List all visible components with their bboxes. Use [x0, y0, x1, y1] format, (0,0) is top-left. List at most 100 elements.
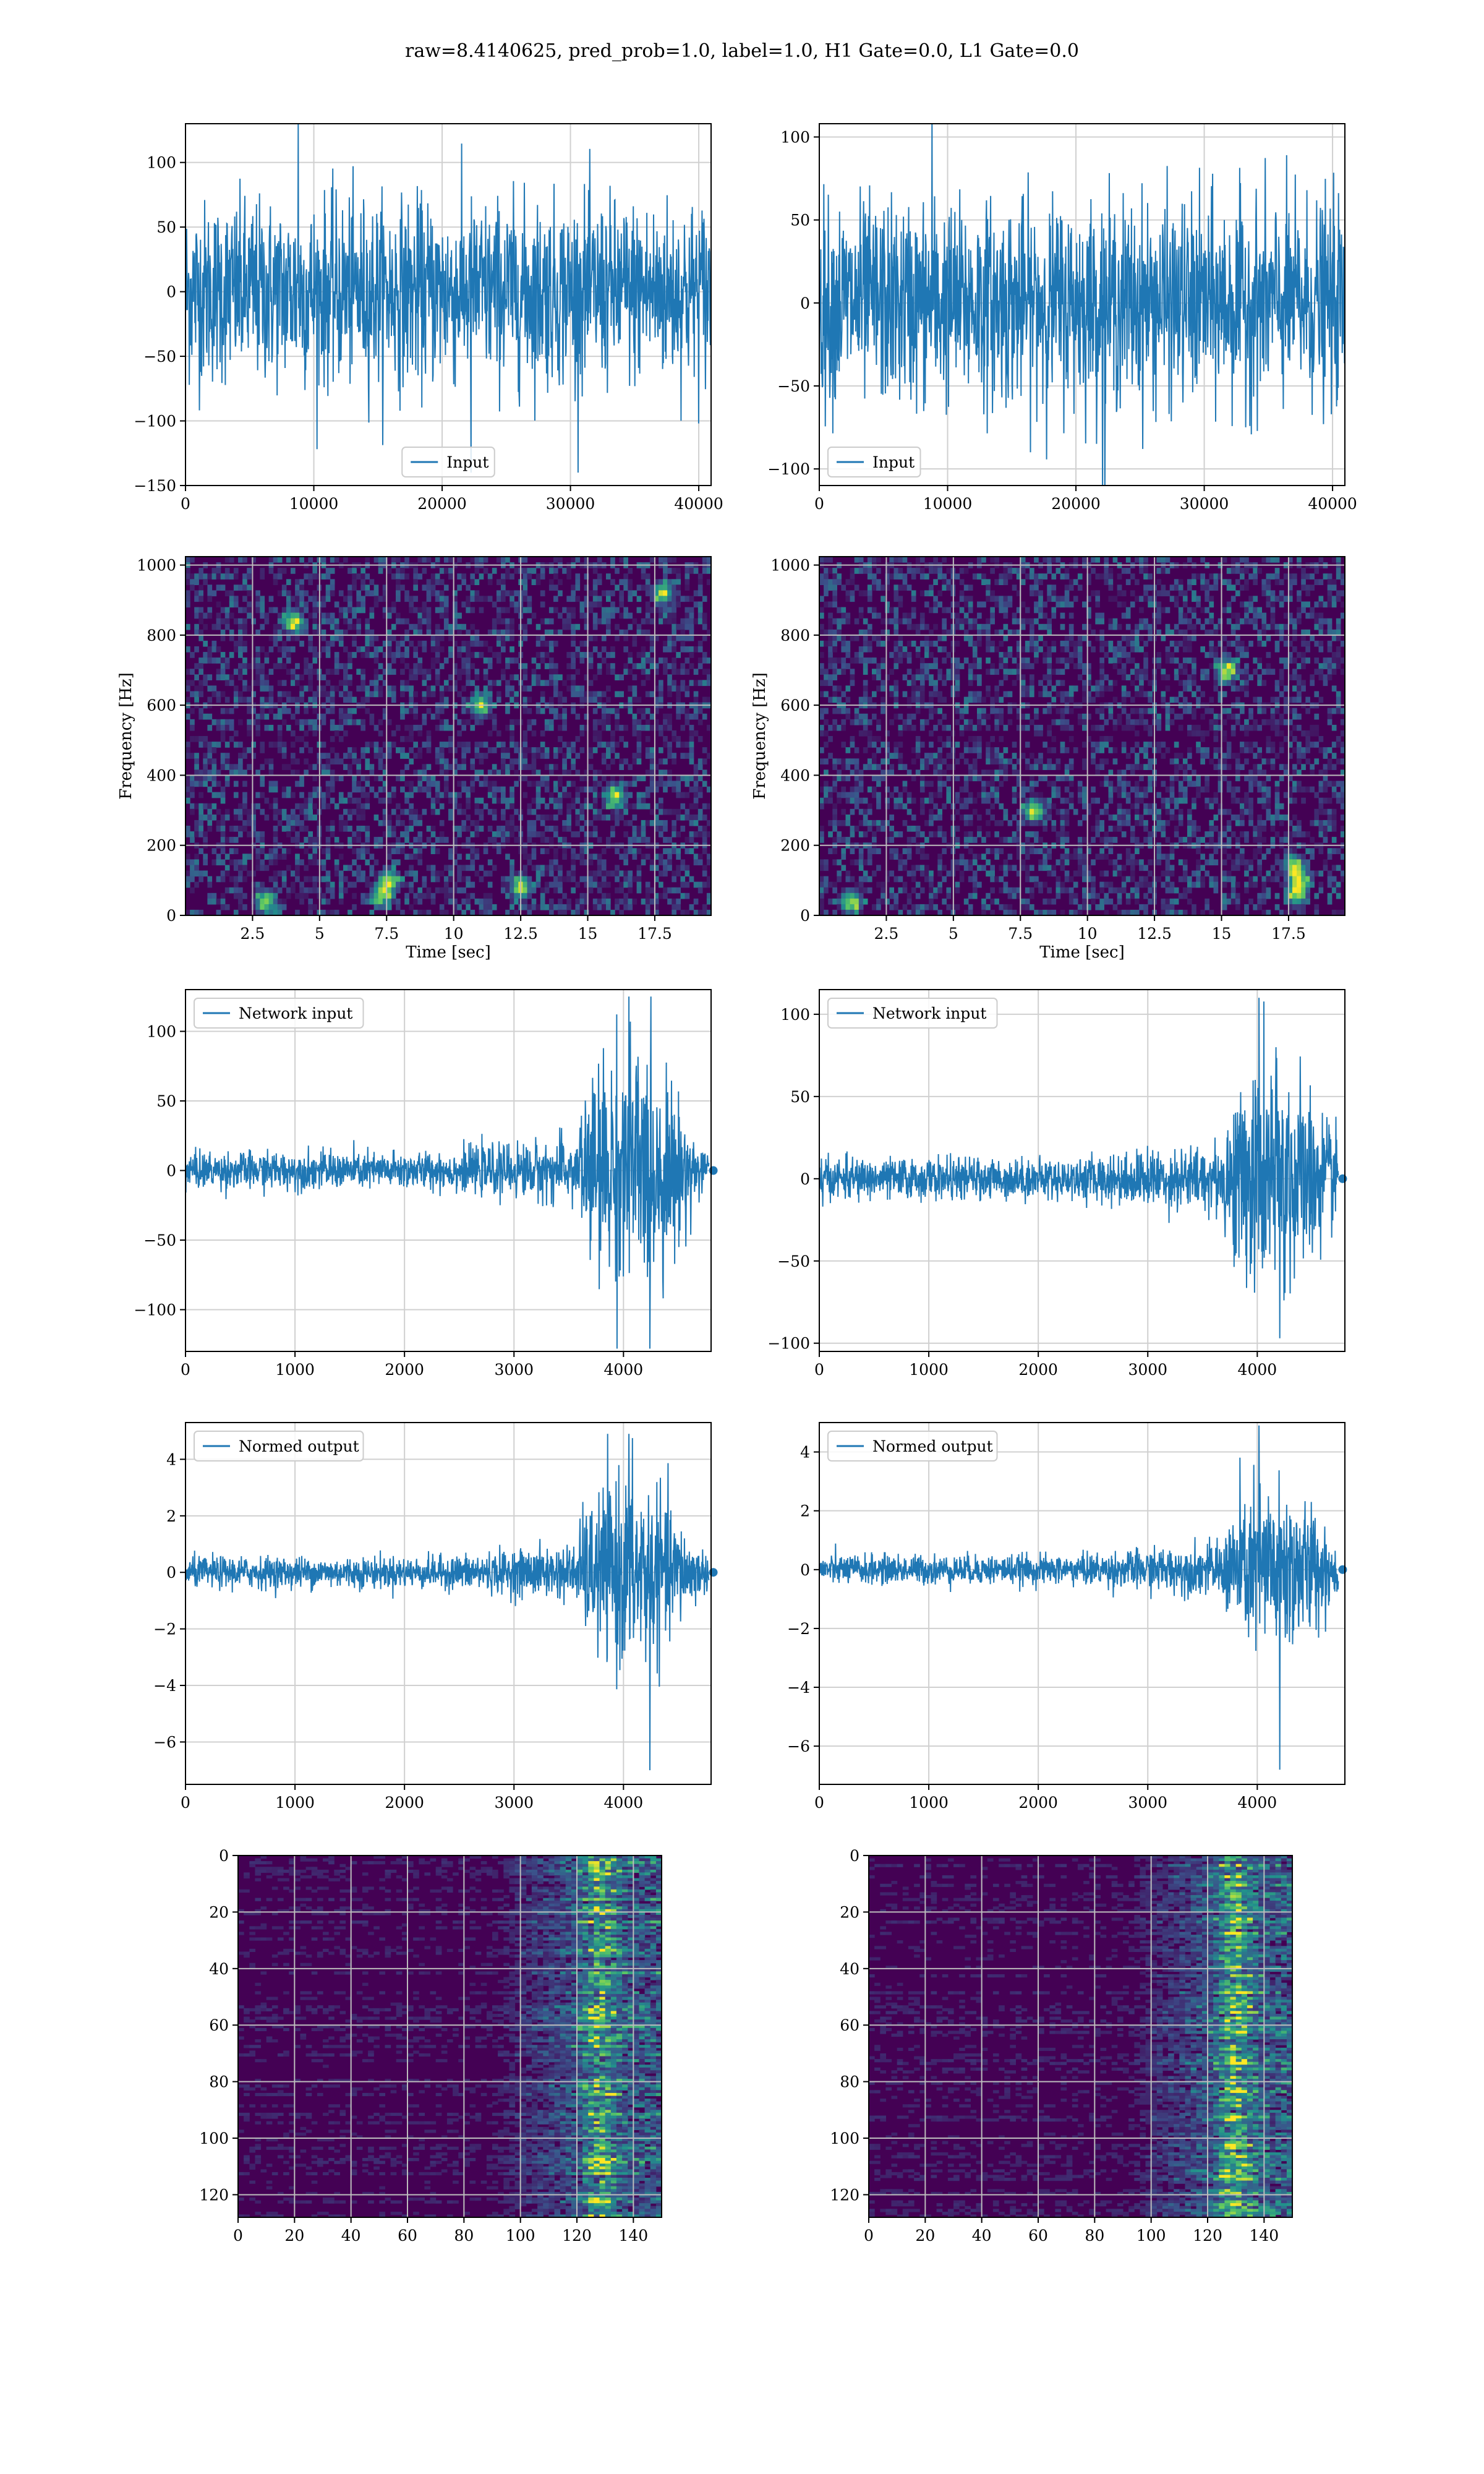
spectrogram-cell — [553, 747, 558, 753]
spectrogram-cell — [702, 596, 707, 602]
spectrogram-cell — [457, 887, 462, 894]
spectrogram-cell — [281, 629, 287, 636]
spectrogram-cell — [426, 557, 432, 563]
spectrogram-cell — [531, 669, 537, 675]
spectrogram-cell — [955, 618, 960, 625]
spectrogram-cell — [689, 629, 694, 636]
spectrogram-cell — [837, 607, 842, 614]
spectrogram-cell — [641, 859, 646, 866]
spectrogram-cell — [378, 663, 383, 669]
spectrogram-cell — [321, 909, 326, 915]
spectrogram-cell — [636, 708, 642, 714]
spectrogram-cell — [198, 808, 203, 815]
spectrogram-cell — [321, 769, 326, 776]
spectrogram-cell — [854, 568, 859, 574]
spectrogram-cell — [566, 792, 571, 798]
spectrogram-cell — [386, 865, 392, 871]
spectrogram-cell — [391, 691, 396, 698]
spectrogram-cell — [824, 730, 829, 737]
spectrogram-cell — [867, 607, 872, 614]
spectrogram-cell — [514, 808, 519, 815]
spectrogram-cell — [963, 837, 969, 843]
spectrogram-cell — [837, 797, 842, 804]
spectrogram-cell — [439, 764, 445, 770]
spectrogram-cell — [535, 708, 541, 714]
spectrogram-cell — [430, 808, 436, 815]
spectrogram-cell — [251, 887, 256, 894]
spectrogram-cell — [413, 652, 418, 658]
spectrogram-cell — [514, 826, 519, 832]
spectrogram-cell — [832, 775, 837, 782]
spectrogram-cell — [544, 826, 550, 832]
spectrogram-cell — [186, 669, 190, 675]
spectrogram-cell — [553, 691, 558, 698]
spectrogram-cell — [828, 612, 833, 619]
spectrogram-cell — [312, 669, 318, 675]
spectrogram-cell — [190, 876, 195, 883]
spectrogram-cell — [832, 579, 837, 585]
spectrogram-cell — [312, 652, 318, 658]
spectrogram-cell — [334, 557, 339, 563]
spectrogram-cell — [435, 808, 440, 815]
spectrogram-cell — [348, 764, 352, 770]
spectrogram-cell — [562, 696, 567, 703]
spectrogram-cell — [889, 652, 894, 658]
spectrogram-cell — [540, 775, 545, 782]
spectrogram-cell — [522, 579, 528, 585]
spectrogram-cell — [837, 685, 842, 692]
spectrogram-cell — [470, 758, 475, 764]
spectrogram-cell — [483, 669, 488, 675]
spectrogram-cell — [330, 719, 335, 726]
spectrogram-cell — [295, 758, 300, 764]
spectrogram-cell — [597, 601, 602, 608]
spectrogram-cell — [466, 826, 471, 832]
spectrogram-cell — [435, 623, 440, 630]
spectrogram-cell — [575, 652, 581, 658]
y-tick-label: 100 — [780, 128, 810, 146]
spectrogram-cell — [876, 579, 881, 585]
spectrogram-cell — [649, 691, 655, 698]
spectrogram-cell — [623, 781, 628, 787]
spectrogram-cell — [592, 786, 598, 793]
spectrogram-cell — [190, 652, 195, 658]
spectrogram-cell — [360, 892, 365, 899]
spectrogram-cell — [268, 848, 274, 854]
spectrogram-cell — [291, 612, 296, 619]
spectrogram-cell — [955, 601, 960, 608]
spectrogram-cell — [610, 669, 615, 675]
spectrogram-cell — [409, 854, 414, 860]
spectrogram-cell — [924, 876, 929, 883]
spectrogram-cell — [527, 826, 532, 832]
spectrogram-cell — [588, 696, 594, 703]
spectrogram-cell — [562, 568, 567, 574]
spectrogram-cell — [260, 831, 265, 837]
spectrogram-cell — [584, 596, 589, 602]
spectrogram-cell — [623, 803, 628, 810]
spectrogram-cell — [872, 607, 877, 614]
spectrogram-cell — [977, 724, 982, 731]
spectrogram-cell — [242, 803, 247, 810]
spectrogram-cell — [409, 674, 414, 680]
spectrogram-cell — [601, 870, 607, 877]
spectrogram-cell — [373, 904, 379, 910]
spectrogram-cell — [198, 769, 203, 776]
spectrogram-cell — [553, 854, 558, 860]
spectrogram-cell — [321, 674, 326, 680]
spectrogram-cell — [474, 713, 480, 720]
spectrogram-cell — [457, 876, 462, 883]
spectrogram-cell — [986, 769, 991, 776]
spectrogram-cell — [273, 814, 278, 821]
spectrogram-cell — [680, 663, 686, 669]
spectrogram-cell — [474, 579, 480, 585]
spectrogram-cell — [203, 753, 208, 759]
spectrogram-cell — [902, 820, 908, 826]
spectrogram-cell — [352, 881, 357, 888]
spectrogram-cell — [937, 696, 942, 703]
spectrogram-cell — [562, 854, 567, 860]
spectrogram-cell — [461, 724, 466, 731]
spectrogram-cell — [933, 568, 938, 574]
spectrogram-cell — [216, 612, 221, 619]
spectrogram-cell — [286, 629, 291, 636]
spectrogram-cell — [308, 764, 313, 770]
spectrogram-cell — [672, 848, 676, 854]
